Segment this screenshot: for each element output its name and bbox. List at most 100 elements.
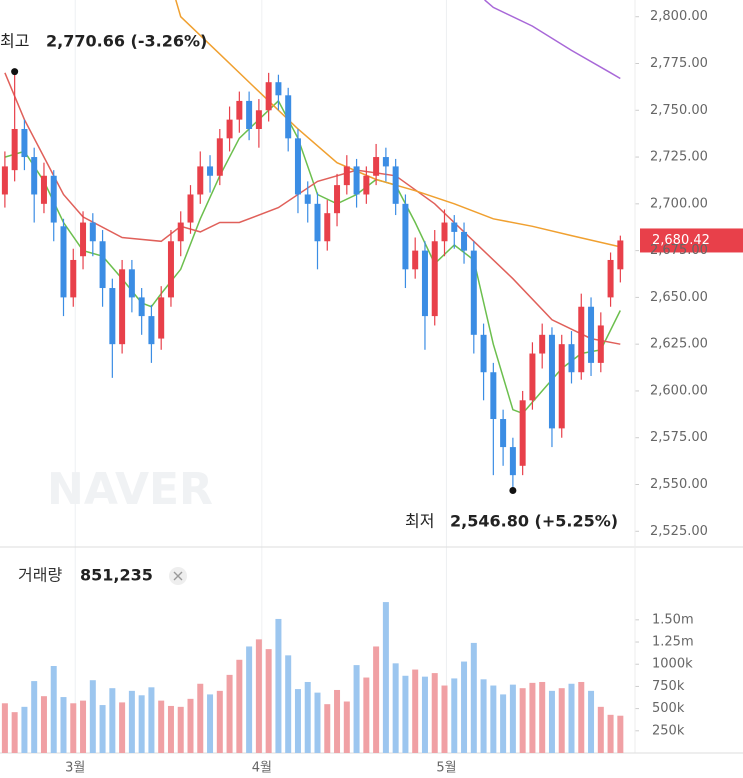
volume-bar (128, 690, 135, 753)
volume-bar (216, 690, 223, 753)
volume-bar (187, 698, 194, 753)
y-tick-label: 2,600.00 (650, 383, 708, 398)
volume-bar (177, 706, 184, 753)
volume-bar (275, 618, 282, 753)
candle-body (80, 222, 87, 257)
volume-bar (617, 715, 624, 753)
high-label: 최고 (0, 32, 29, 51)
candle-body (617, 240, 624, 270)
candle-body (50, 175, 57, 223)
volume-bar (109, 688, 116, 753)
volume-bar (40, 696, 47, 753)
candle-body (294, 138, 301, 195)
candle-body (441, 222, 448, 242)
candle-body (265, 82, 272, 111)
candle-body (343, 166, 350, 186)
volume-bar (539, 681, 546, 753)
volume-title: 거래량 (18, 566, 62, 585)
volume-bar (568, 683, 575, 753)
candle-body (216, 138, 223, 176)
y-tick-label: 2,525.00 (650, 524, 708, 539)
candle-body (402, 203, 409, 270)
candle-body (597, 325, 604, 363)
volume-bar (588, 690, 595, 753)
candle-body (60, 226, 67, 298)
volume-bar (226, 674, 233, 753)
y-tick-label: 2,650.00 (650, 290, 708, 305)
watermark: NAVER (47, 464, 213, 515)
candle-body (363, 175, 370, 195)
volume-bar (578, 681, 585, 753)
volume-bar (363, 677, 370, 753)
candle-body (167, 241, 174, 298)
volume-bar (314, 692, 321, 753)
last-price-box (640, 228, 743, 253)
y-tick-label: 2,575.00 (650, 430, 708, 445)
candle-body (89, 222, 96, 242)
volume-bar (324, 704, 331, 753)
volume-bar (500, 694, 507, 753)
candle-body (304, 194, 311, 204)
y-tick-label: 2,725.00 (650, 150, 708, 165)
x-tick-label: 5월 (436, 761, 456, 776)
candle-body (353, 166, 360, 195)
volume-tick-label: 1000k (652, 657, 693, 672)
y-tick-label: 2,800.00 (650, 9, 708, 24)
volume-bar (80, 700, 87, 753)
volume-bar (265, 649, 272, 753)
volume-bar (1, 703, 8, 753)
candle-body (392, 166, 399, 204)
volume-bar (607, 714, 614, 753)
x-tick-label: 3월 (65, 761, 85, 776)
high-marker (11, 68, 19, 76)
volume-bar (246, 646, 253, 753)
low-label: 최저 (405, 512, 434, 531)
candle-body (236, 100, 243, 120)
candle-body (275, 82, 282, 96)
volume-bar (60, 697, 67, 753)
candle-body (500, 419, 507, 448)
volume-tick-label: 500k (652, 701, 685, 716)
last-price-label: 2,680.42 (652, 233, 710, 248)
candle-body (568, 344, 575, 373)
candle-body (509, 447, 516, 476)
candle-body (119, 269, 126, 345)
candle-body (197, 166, 204, 195)
candle-body (128, 269, 135, 298)
candle-body (138, 297, 145, 317)
close-button[interactable] (169, 567, 187, 585)
volume-bar (138, 695, 145, 753)
volume-bar (353, 665, 360, 753)
volume-bar (548, 690, 555, 753)
volume-value: 851,235 (80, 566, 153, 585)
y-tick-label: 2,625.00 (650, 337, 708, 352)
y-tick-label: 2,750.00 (650, 103, 708, 118)
volume-bar (373, 646, 380, 753)
candle-body (177, 222, 184, 242)
volume-bar (89, 680, 96, 753)
volume-bar (285, 655, 292, 753)
candle-body (246, 100, 253, 129)
volume-tick-label: 250k (652, 723, 685, 738)
volume-bar (519, 688, 526, 753)
volume-bar (294, 689, 301, 753)
candle-body (70, 259, 77, 298)
candle-body (324, 213, 331, 242)
volume-bar (529, 682, 536, 753)
volume-bar (441, 685, 448, 753)
y-tick-label: 2,700.00 (650, 196, 708, 211)
volume-bar (392, 663, 399, 753)
candle-body (11, 128, 18, 171)
volume-bar (334, 689, 341, 753)
volume-bar (343, 701, 350, 753)
volume-bar (70, 703, 77, 753)
candle-body (519, 400, 526, 466)
volume-bar (480, 679, 487, 753)
volume-bar (158, 700, 165, 753)
y-tick-label: 2,675.00 (650, 243, 708, 258)
candle-body (578, 306, 585, 373)
candle-body (207, 166, 214, 176)
candle-body (226, 119, 233, 139)
high-value: 2,770.66 (-3.26%) (46, 32, 207, 51)
volume-bar (11, 712, 18, 753)
